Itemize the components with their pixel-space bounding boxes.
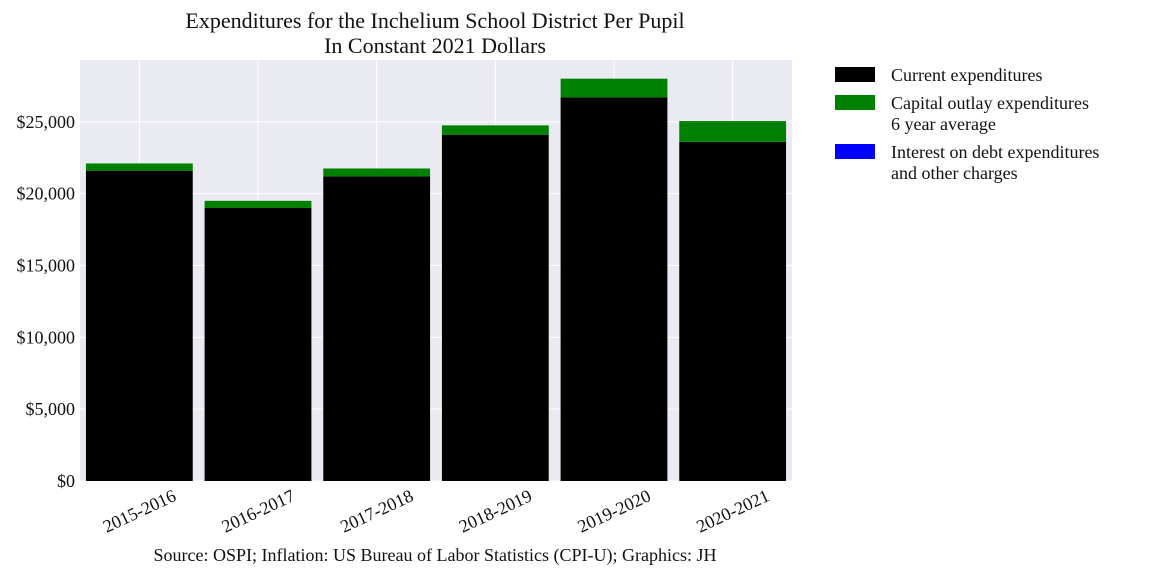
plot-area [80, 60, 792, 481]
bar-segment-series-0-2017-2018 [323, 176, 431, 481]
legend-swatch [835, 144, 875, 159]
source-note: Source: OSPI; Inflation: US Bureau of La… [154, 545, 717, 566]
y-axis-ticks: $0 $5,000 $10,000 $15,000 $20,000 $25,000 [17, 112, 76, 491]
chart-subtitle: In Constant 2021 Dollars [324, 33, 546, 58]
y-tick-label: $5,000 [26, 399, 76, 419]
bar-segment-series-1-2017-2018 [323, 168, 431, 177]
x-tick-label: 2018-2019 [456, 485, 535, 536]
y-tick-label: $20,000 [17, 184, 76, 204]
legend-swatch [835, 95, 875, 110]
legend-swatch [835, 67, 875, 82]
x-tick-label: 2016-2017 [219, 485, 298, 536]
bar-segment-series-0-2015-2016 [85, 170, 193, 481]
bar-segment-series-0-2020-2021 [679, 141, 787, 482]
bars [85, 78, 787, 482]
bar-segment-series-0-2016-2017 [204, 207, 312, 481]
x-tick-label: 2019-2020 [575, 485, 654, 536]
x-tick-label: 2017-2018 [337, 485, 416, 536]
legend: Current expenditures Capital outlay expen… [835, 65, 1099, 183]
bar-segment-series-1-2019-2020 [560, 78, 668, 98]
chart-title: Expenditures for the Inchelium School Di… [185, 8, 684, 33]
legend-label: Interest on debt expenditures and other c… [891, 142, 1099, 183]
legend-label: Current expenditures [891, 65, 1042, 85]
x-tick-label: 2020-2021 [693, 485, 772, 536]
y-tick-label: $25,000 [17, 112, 76, 132]
bar-segment-series-1-2020-2021 [679, 121, 787, 142]
y-tick-label: $0 [57, 471, 75, 491]
bar-segment-series-1-2018-2019 [441, 125, 549, 135]
x-tick-label: 2015-2016 [100, 485, 179, 536]
y-tick-label: $15,000 [17, 255, 76, 275]
bar-segment-series-1-2016-2017 [204, 200, 312, 208]
x-axis-ticks: 2015-2016 2016-2017 2017-2018 2018-2019 2019… [100, 485, 772, 536]
legend-label: Capital outlay expenditures 6 year averag… [891, 93, 1089, 134]
bar-segment-series-1-2015-2016 [85, 163, 193, 171]
y-tick-label: $10,000 [17, 327, 76, 347]
bar-segment-series-0-2019-2020 [560, 97, 668, 481]
bar-segment-series-0-2018-2019 [441, 134, 549, 481]
